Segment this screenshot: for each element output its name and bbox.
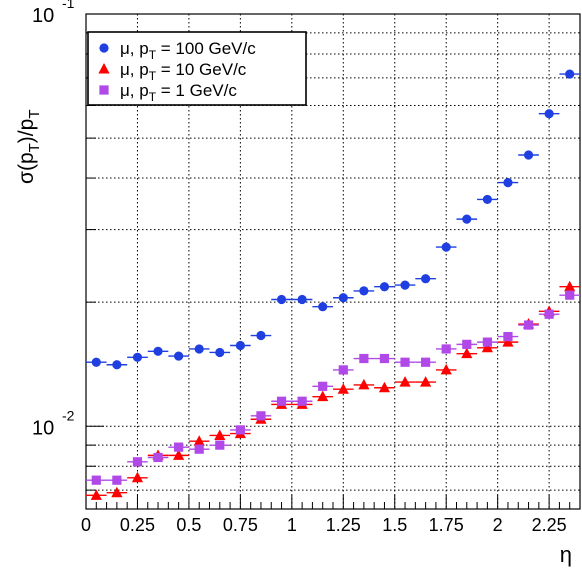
data-point [256,330,266,341]
x-axis-title: η [560,542,572,567]
data-point [379,353,390,364]
data-point [338,365,348,375]
y-tick-label: 10 [32,417,54,439]
series-circle [86,69,580,370]
y-tick-exponent: -2 [62,407,75,423]
data-point [338,293,348,303]
x-tick-label: 0 [81,515,91,535]
legend-label: μ, pT = 10 GeV/c [120,60,247,83]
data-point [502,336,514,347]
data-point [379,282,390,292]
x-tick-label: 1.25 [326,515,361,535]
axis-ticks [85,13,581,509]
data-point [565,290,575,300]
data-point [153,452,163,463]
data-point [482,337,492,347]
data-point [400,357,410,367]
x-tick-label: 0.5 [176,515,201,535]
data-point [461,347,473,359]
legend: μ, pT = 100 GeV/cμ, pT = 10 GeV/cμ, pT =… [87,31,307,106]
data-point [193,435,205,446]
data-point [111,486,123,498]
x-tick-label: 0.75 [223,515,258,535]
data-point [503,177,513,188]
data-point [173,449,185,460]
data-point [112,360,122,370]
data-point [359,286,369,296]
data-point [441,344,451,354]
data-point [544,109,554,119]
x-tick-label: 1.75 [429,515,464,535]
data-point [174,442,184,452]
data-point [215,440,225,450]
data-point [544,309,554,319]
legend-marker-triangle [98,63,110,74]
data-point [297,396,307,406]
data-point [441,242,451,252]
data-point [523,320,534,330]
data-point [358,378,370,390]
y-tick-exponent: -1 [62,0,75,11]
x-tick-label: 0.25 [120,515,155,535]
data-point [337,383,349,394]
x-tick-label: 2 [493,515,503,535]
data-point [440,363,452,375]
legend-marker-square [99,85,109,95]
data-point [256,411,266,421]
data-point [153,346,163,356]
data-point [359,353,369,364]
data-point [482,194,492,205]
data-point [462,214,472,224]
y-tick-label: 10 [32,5,54,27]
data-point [297,294,307,305]
data-point [421,357,431,367]
data-point [214,429,226,440]
x-tick-label: 1 [287,515,297,535]
data-point [318,302,328,312]
data-point [112,475,122,485]
data-point [462,339,472,349]
y-axis-title: σ(pT)/pT [15,110,43,185]
data-point [400,280,410,290]
data-point [481,341,493,353]
series-square [86,290,580,485]
data-point [317,390,329,402]
data-point [194,444,204,454]
data-point [235,425,245,435]
data-point [235,340,245,351]
legend-label: μ, pT = 1 GeV/c [120,81,237,104]
data-point [131,471,144,483]
data-point [523,150,534,160]
legend-marker-circle [99,43,109,53]
data-point [132,457,143,467]
data-point [132,352,143,362]
tick-labels: 0 0.25 0.5 0.75 1 1.25 1.5 1.75 2 2.25 10 -2 10 -1 [32,0,567,535]
data-point [174,351,184,361]
data-point [420,376,432,387]
data-point [399,376,411,387]
x-tick-label: 2.25 [532,515,567,535]
legend-label: μ, pT = 100 GeV/c [120,39,256,62]
data-point [318,381,328,391]
x-tick-label: 1.5 [382,515,407,535]
data-point [91,475,101,485]
data-point [565,69,575,79]
data-point [564,280,576,292]
data-point [503,332,513,342]
data-points [86,69,580,500]
data-point [90,489,102,500]
legend-box [87,31,307,106]
data-point [276,294,287,305]
data-point [91,357,101,367]
data-point [194,344,204,354]
series-triangle [86,280,580,500]
data-point [215,347,225,358]
data-point [276,396,287,406]
data-point [421,274,431,284]
data-point [378,381,391,393]
